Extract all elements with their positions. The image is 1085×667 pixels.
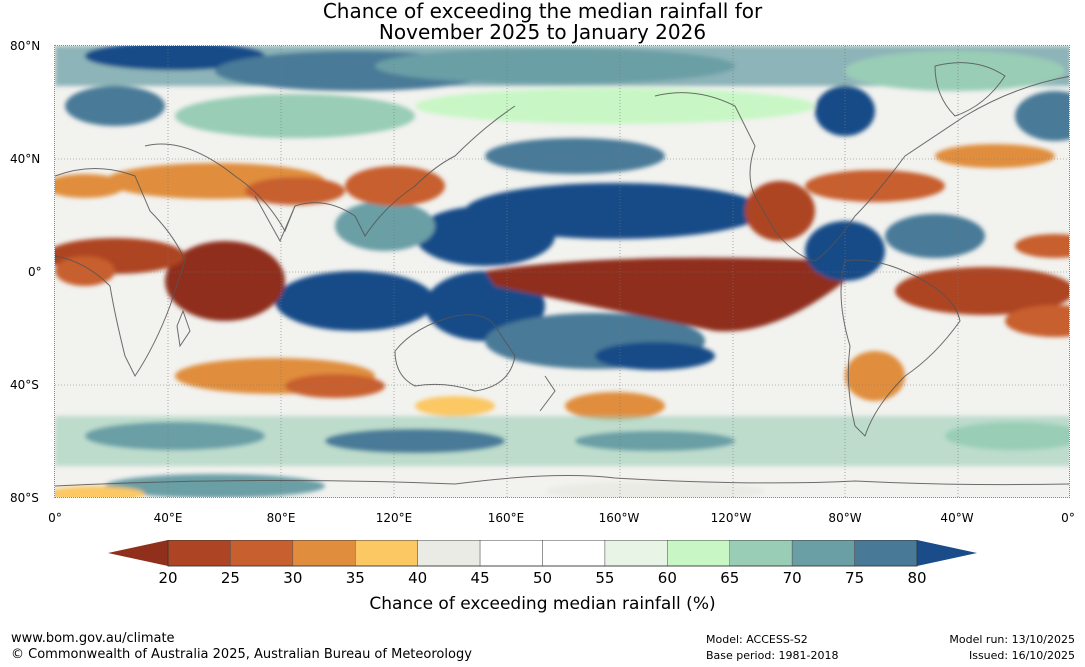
lon-label-0-right: 0° (1061, 511, 1075, 525)
lat-label-40n: 40°N (10, 152, 41, 166)
footer-model: Model: ACCESS-S2 (706, 633, 808, 646)
footer-issued: Issued: 16/10/2025 (968, 649, 1075, 662)
lon-label-120w: 120°W (710, 511, 752, 525)
colorbar-segment (667, 540, 730, 567)
colorbar-segment (355, 540, 418, 567)
rainfall-map-canvas (55, 46, 1069, 497)
colorbar-tick-label: 40 (408, 569, 428, 587)
colorbar-segment (791, 540, 855, 567)
lon-label-80w: 80°W (828, 511, 862, 525)
colorbar-upper-extension (917, 540, 977, 566)
lon-label-120e: 120°E (375, 511, 413, 525)
colorbar-segment (230, 540, 294, 567)
colorbar-tick-label: 75 (845, 569, 865, 587)
footer-model-run: Model run: 13/10/2025 (949, 633, 1075, 646)
colorbar-tick-label: 30 (283, 569, 303, 587)
colorbar-segment (479, 540, 543, 567)
colorbar-tick-label: 50 (532, 569, 553, 587)
colorbar-segment (542, 540, 606, 567)
map-title-line2: November 2025 to January 2026 (378, 20, 707, 44)
lon-label-40e: 40°E (153, 511, 183, 525)
colorbar-tick-label: 70 (782, 569, 802, 587)
lat-label-0: 0° (28, 265, 42, 279)
colorbar-segment (417, 540, 481, 567)
footer-copyright: © Commonwealth of Australia 2025, Austra… (11, 647, 472, 662)
map-title-line1: Chance of exceeding the median rainfall … (322, 0, 763, 23)
lat-label-80n: 80°N (10, 39, 41, 53)
colorbar-tick-label: 35 (345, 569, 365, 587)
colorbar-tick-label: 45 (470, 569, 490, 587)
rainfall-map (54, 45, 1070, 498)
lon-label-0-left: 0° (48, 511, 62, 525)
footer-base-period: Base period: 1981-2018 (706, 649, 839, 662)
lon-label-160w: 160°W (598, 511, 640, 525)
colorbar-tick-label: 80 (907, 569, 927, 587)
lon-label-80e: 80°E (266, 511, 296, 525)
colorbar-label: Chance of exceeding median rainfall (%) (369, 594, 716, 614)
colorbar-segment (854, 540, 918, 567)
colorbar-tick-label: 25 (220, 569, 240, 587)
colorbar-segment (604, 540, 668, 567)
footer-website: www.bom.gov.au/climate (11, 631, 175, 646)
colorbar-segment (167, 540, 231, 567)
lat-label-40s: 40°S (10, 378, 39, 392)
lat-label-80s: 80°S (10, 491, 39, 505)
lon-label-160e: 160°E (487, 511, 525, 525)
colorbar-segment (292, 540, 356, 567)
colorbar-tick-label: 20 (158, 569, 178, 587)
colorbar-segment (729, 540, 793, 567)
colorbar (108, 540, 977, 567)
lon-label-40w: 40°W (940, 511, 974, 525)
colorbar-lower-extension (108, 540, 168, 566)
colorbar-tick-label: 65 (720, 569, 740, 587)
colorbar-tick-label: 60 (657, 569, 677, 587)
colorbar-tick-label: 55 (595, 569, 615, 587)
